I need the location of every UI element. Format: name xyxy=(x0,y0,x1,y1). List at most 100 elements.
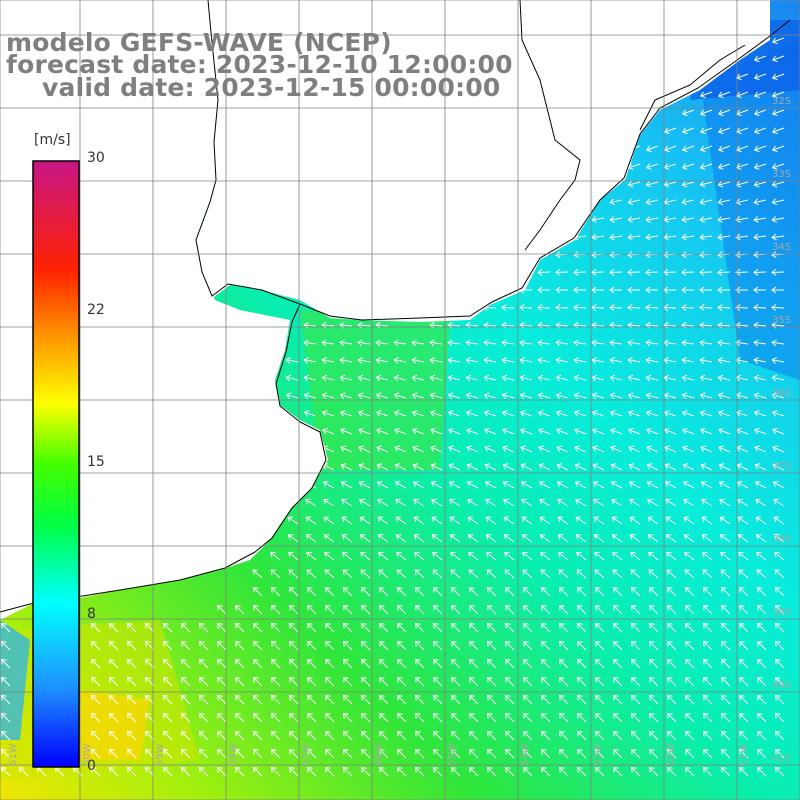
wind-arrow xyxy=(558,587,569,597)
wind-arrow xyxy=(180,730,191,741)
wind-arrow xyxy=(162,748,173,759)
wind-arrow xyxy=(594,748,605,759)
forecast-date: forecast date: 2023-12-10 12:00:00 xyxy=(6,50,513,79)
wind-arrow xyxy=(702,766,713,777)
wind-arrow xyxy=(144,748,155,759)
wind-arrow xyxy=(303,392,317,399)
wind-arrow xyxy=(610,445,623,453)
wind-arrow xyxy=(108,676,119,687)
wind-arrow xyxy=(448,427,461,435)
wind-arrow xyxy=(756,748,767,759)
wind-arrow xyxy=(287,534,299,543)
wind-arrow xyxy=(699,127,713,135)
wind-arrow xyxy=(630,587,641,597)
wind-arrow xyxy=(486,766,497,777)
wind-arrow xyxy=(573,286,586,294)
wind-arrow xyxy=(539,534,551,543)
wind-arrow xyxy=(430,445,443,453)
wind-arrow xyxy=(358,481,371,489)
wind-arrow xyxy=(538,445,551,453)
wind-arrow xyxy=(108,712,119,723)
wind-arrow xyxy=(234,622,245,633)
wind-arrow xyxy=(681,286,694,294)
wind-arrow xyxy=(628,427,641,435)
wind-arrow xyxy=(412,445,425,453)
wind-arrow xyxy=(609,286,622,294)
wind-arrow xyxy=(702,748,713,759)
wind-arrow xyxy=(341,534,353,543)
wind-arrow xyxy=(753,145,767,153)
wind-arrow xyxy=(324,658,335,669)
latitude-label: 39S xyxy=(772,607,791,618)
wind-arrow xyxy=(539,498,551,507)
wind-arrow xyxy=(720,676,731,687)
wind-arrow xyxy=(306,551,317,561)
wind-arrow xyxy=(648,748,659,759)
wind-arrow xyxy=(612,622,623,633)
wind-arrow xyxy=(324,694,335,705)
wind-arrow xyxy=(556,463,569,471)
wind-arrow xyxy=(630,604,641,615)
wind-arrow xyxy=(270,622,281,633)
wind-arrow xyxy=(612,694,623,705)
wind-arrow xyxy=(719,534,731,543)
wind-arrow xyxy=(753,163,767,170)
wind-arrow xyxy=(720,730,731,741)
wind-arrow xyxy=(144,640,155,651)
wind-arrow xyxy=(735,180,749,188)
wind-arrow xyxy=(288,604,299,615)
wind-arrow xyxy=(339,410,353,417)
wind-arrow xyxy=(324,551,335,561)
wind-arrow xyxy=(699,268,713,276)
wind-arrow xyxy=(321,392,335,399)
wind-field-weak-zone xyxy=(0,620,30,740)
wind-arrow xyxy=(648,551,659,561)
wind-arrow xyxy=(393,339,407,347)
wind-arrow xyxy=(627,286,640,294)
wind-arrow xyxy=(771,339,785,347)
wind-arrow xyxy=(648,587,659,597)
wind-arrow xyxy=(414,622,425,633)
wind-arrow xyxy=(252,658,263,669)
wind-arrow xyxy=(357,374,371,382)
latitude-label: 35S xyxy=(772,315,791,326)
wind-arrow xyxy=(450,694,461,705)
wind-arrow xyxy=(501,304,515,311)
wind-arrow xyxy=(341,498,353,507)
wind-arrow xyxy=(340,445,353,453)
wind-arrow xyxy=(573,392,587,399)
wind-arrow xyxy=(771,37,785,45)
wind-arrow xyxy=(0,766,11,777)
wind-arrow xyxy=(575,534,587,543)
wind-arrow xyxy=(738,640,749,651)
wind-arrow xyxy=(378,676,389,687)
wind-arrow xyxy=(663,180,677,188)
wind-arrow xyxy=(501,392,515,399)
wind-arrow xyxy=(558,658,569,669)
wind-arrow xyxy=(612,748,623,759)
wind-arrow xyxy=(756,587,767,597)
wind-arrow xyxy=(753,357,767,364)
wind-arrow xyxy=(684,766,695,777)
wind-arrow xyxy=(699,233,713,241)
wind-arrow xyxy=(504,766,515,777)
wind-arrow xyxy=(735,286,748,294)
wind-arrow xyxy=(558,712,569,723)
wind-arrow xyxy=(303,410,317,417)
wind-arrow xyxy=(126,766,137,777)
wind-arrow xyxy=(558,622,569,633)
wind-arrow xyxy=(771,392,785,399)
wind-arrow xyxy=(396,676,407,687)
wind-arrow xyxy=(540,712,551,723)
wind-arrow xyxy=(717,410,731,417)
wind-arrow xyxy=(681,145,695,153)
wind-arrow xyxy=(234,766,245,777)
wind-arrow xyxy=(198,694,209,705)
wind-arrow xyxy=(576,622,587,633)
wind-arrow xyxy=(360,587,371,597)
wind-arrow xyxy=(702,676,713,687)
wind-arrow xyxy=(411,357,425,364)
wind-arrow xyxy=(699,410,713,417)
wind-arrow xyxy=(468,587,479,597)
wind-arrow xyxy=(216,766,227,777)
